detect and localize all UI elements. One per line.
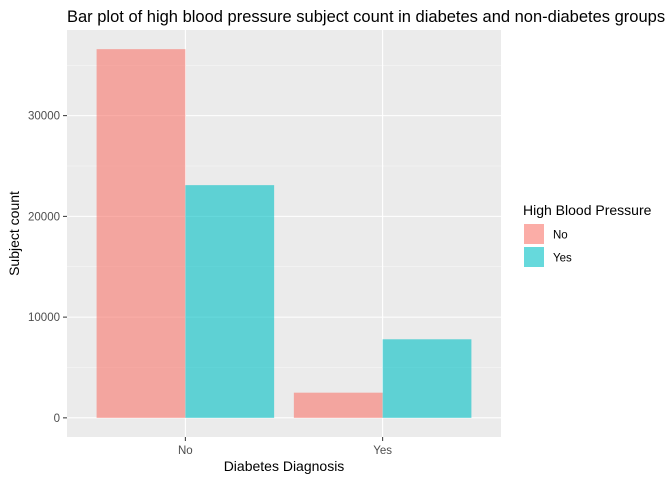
- y-axis: 0 10000 20000 30000: [28, 111, 67, 425]
- x-axis: No Yes: [178, 437, 392, 457]
- y-tick-label: 20000: [28, 211, 60, 223]
- x-tick-label: Yes: [373, 445, 392, 457]
- x-axis-title: Diabetes Diagnosis: [224, 458, 345, 474]
- bars: [96, 49, 472, 418]
- legend-items: No Yes: [524, 224, 572, 267]
- legend-label-yes: Yes: [553, 253, 572, 265]
- bar-no-no: [96, 49, 186, 418]
- bar-yes-yes: [382, 339, 472, 418]
- legend-key-no: [524, 224, 544, 244]
- legend-key-yes: [524, 247, 544, 267]
- legend-title: High Blood Pressure: [523, 202, 652, 218]
- chart-title: Bar plot of high blood pressure subject …: [67, 8, 665, 26]
- y-tick-label: 30000: [28, 111, 60, 123]
- x-tick-label: No: [178, 445, 193, 457]
- bar-yes-no: [293, 392, 383, 418]
- bar-no-yes: [185, 185, 275, 418]
- legend: High Blood Pressure No Yes: [523, 202, 652, 267]
- y-axis-title: Subject count: [6, 191, 22, 276]
- y-tick-label: 10000: [28, 312, 60, 324]
- legend-label-no: No: [553, 230, 568, 242]
- y-tick-label: 0: [54, 413, 60, 425]
